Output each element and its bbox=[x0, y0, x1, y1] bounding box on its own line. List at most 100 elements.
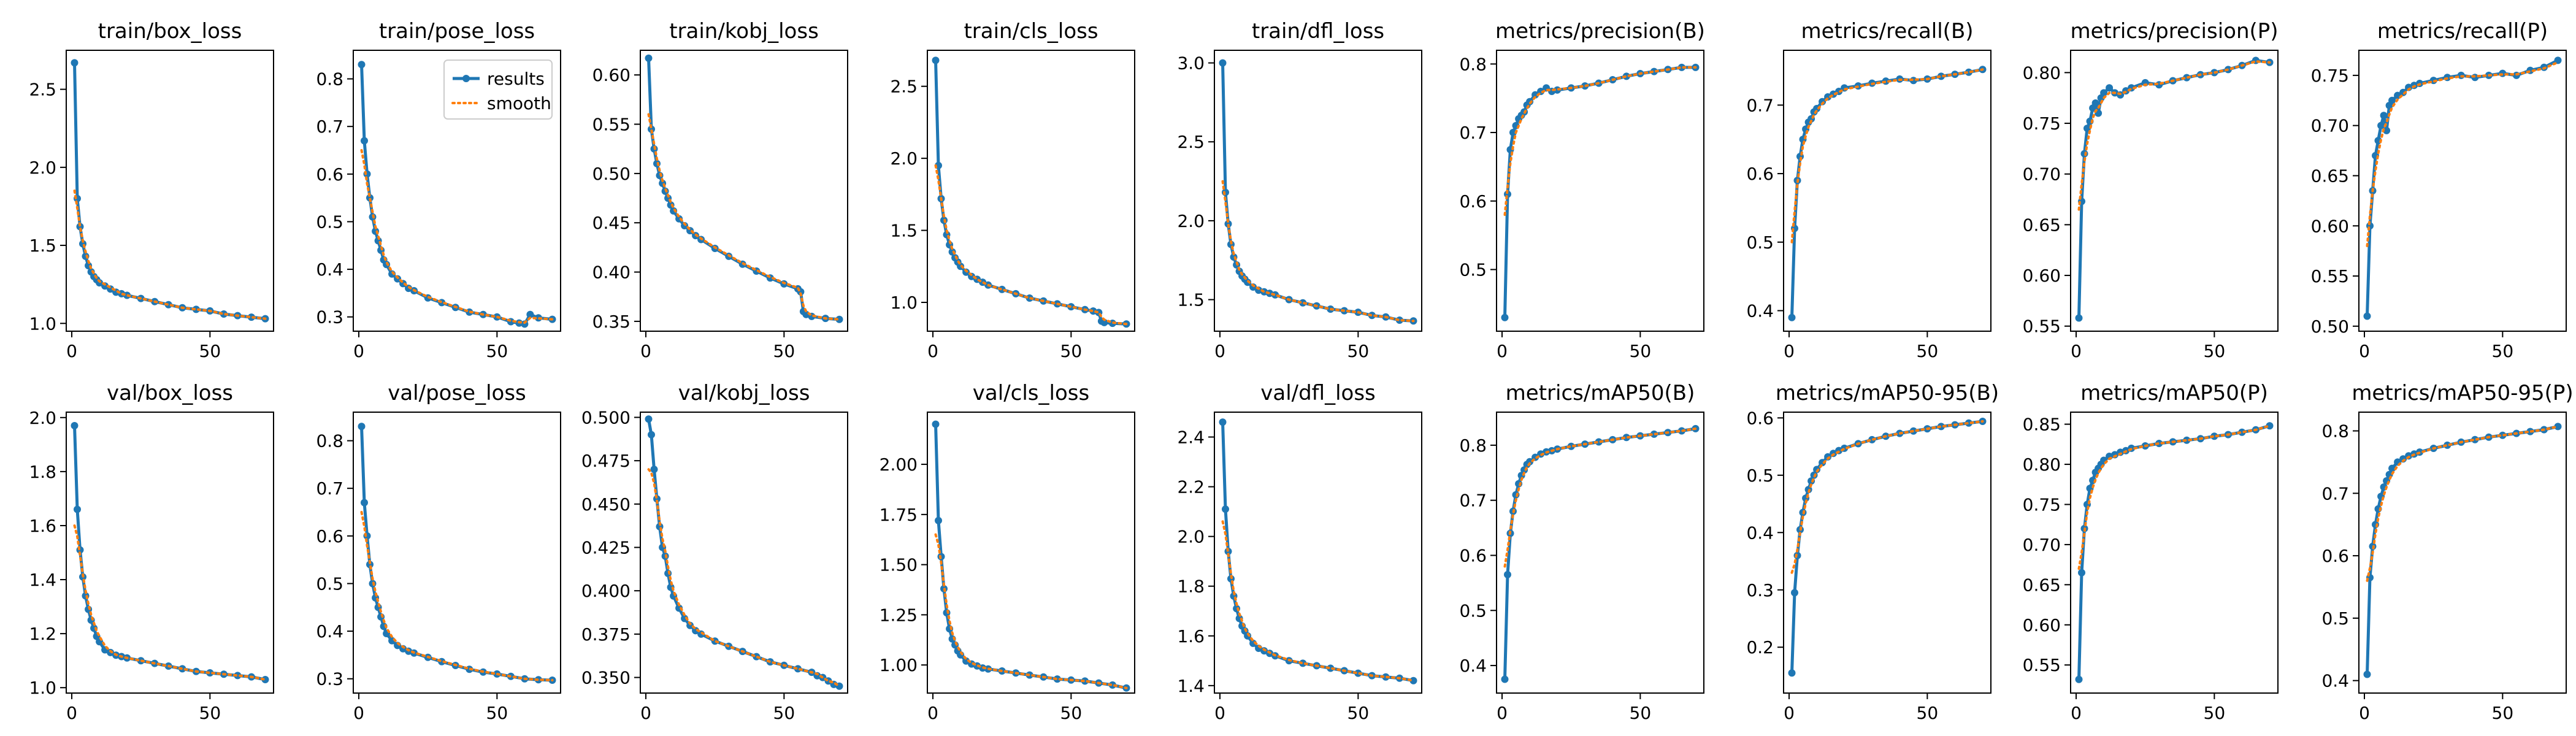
data-point-results bbox=[2083, 125, 2091, 132]
y-tick-label: 0.80 bbox=[2023, 63, 2061, 83]
data-point-results bbox=[1354, 669, 1362, 677]
data-point-results bbox=[1224, 220, 1232, 228]
y-tick-label: 0.8 bbox=[1459, 435, 1487, 456]
legend: results smooth bbox=[443, 59, 553, 120]
x-tick-label: 50 bbox=[1630, 703, 1652, 723]
series-line-results bbox=[2077, 59, 2270, 318]
data-point-results bbox=[648, 431, 655, 439]
x-tick-label: 50 bbox=[1060, 703, 1083, 723]
x-tick-label: 0 bbox=[640, 703, 651, 723]
y-tick-label: 0.475 bbox=[581, 451, 631, 471]
series-line-results bbox=[2077, 424, 2271, 680]
chart-title: train/kobj_loss bbox=[669, 19, 819, 44]
series-line-smooth bbox=[73, 524, 267, 681]
chart-title: val/kobj_loss bbox=[678, 381, 810, 405]
chart-panel-train-cls-loss: train/cls_loss 0 50 1.0 1.5 2.0 2.5 bbox=[890, 19, 1135, 361]
data-point-results bbox=[1222, 188, 1229, 196]
x-tick-label: 50 bbox=[2204, 703, 2226, 723]
series-line-results bbox=[647, 58, 840, 321]
y-tick-label: 2.5 bbox=[890, 77, 918, 97]
x-tick-label: 0 bbox=[353, 341, 364, 361]
y-tick-label: 0.500 bbox=[581, 407, 631, 427]
chart-panel-val-box-loss: val/box_loss 0 50 1.0 1.2 1.4 1.6 1.8 2.0 bbox=[29, 381, 274, 723]
data-point-results bbox=[220, 310, 228, 318]
chart-title: metrics/mAP50(B) bbox=[1506, 381, 1695, 405]
legend-label-smooth: smooth bbox=[487, 93, 551, 113]
y-tick-label: 0.7 bbox=[316, 478, 343, 499]
series-line-smooth bbox=[1221, 180, 1415, 323]
y-tick-label: 0.7 bbox=[1459, 123, 1487, 143]
y-tick-label: 2.2 bbox=[1177, 477, 1205, 497]
y-tick-label: 0.55 bbox=[2311, 266, 2349, 286]
series-line-smooth bbox=[934, 533, 1128, 689]
y-tick-label: 2.5 bbox=[1177, 132, 1205, 152]
data-point-results bbox=[2554, 423, 2562, 431]
chart-panel-val-cls-loss: val/cls_loss 0 50 1.00 1.25 1.50 1.75 2.00 bbox=[880, 381, 1135, 723]
data-point-results bbox=[935, 516, 942, 524]
y-tick-label: 2.4 bbox=[1177, 427, 1205, 448]
data-point-results bbox=[2363, 312, 2371, 320]
data-point-results bbox=[1327, 664, 1335, 672]
plot-frame bbox=[927, 50, 1135, 332]
data-point-results bbox=[361, 499, 368, 507]
y-tick-label: 2.0 bbox=[1177, 527, 1205, 547]
x-tick-label: 0 bbox=[2359, 341, 2370, 361]
data-point-results bbox=[932, 56, 940, 64]
y-tick-label: 0.65 bbox=[2023, 215, 2061, 235]
data-point-results bbox=[1622, 434, 1630, 442]
data-point-results bbox=[358, 61, 366, 69]
data-point-results bbox=[2210, 432, 2218, 440]
y-tick-label: 2.0 bbox=[29, 158, 56, 178]
data-point-results bbox=[1531, 91, 1539, 99]
y-tick-label: 0.55 bbox=[2023, 655, 2061, 675]
y-tick-label: 0.8 bbox=[2321, 421, 2349, 442]
series-line-smooth bbox=[647, 468, 841, 688]
data-point-results bbox=[247, 313, 255, 321]
data-point-results bbox=[261, 676, 269, 683]
y-tick-label: 1.6 bbox=[29, 516, 56, 536]
x-tick-label: 0 bbox=[2071, 341, 2082, 361]
chart-title: train/pose_loss bbox=[379, 19, 535, 44]
data-point-results bbox=[2388, 464, 2396, 472]
y-tick-label: 1.0 bbox=[29, 313, 56, 334]
data-point-results bbox=[526, 310, 534, 318]
plot-frame bbox=[1214, 50, 1422, 332]
y-tick-label: 0.8 bbox=[1459, 54, 1487, 74]
y-tick-label: 0.7 bbox=[1746, 95, 1774, 115]
data-point-results bbox=[71, 59, 79, 67]
data-point-results bbox=[1965, 68, 1972, 76]
plot-frame bbox=[66, 412, 274, 694]
chart-title: metrics/precision(B) bbox=[1495, 19, 1705, 44]
y-tick-label: 0.425 bbox=[581, 538, 631, 558]
data-point-results bbox=[686, 621, 694, 629]
chart-panel-val-kobj-loss: val/kobj_loss 0 50 0.350 0.375 0.400 0.425 0.45… bbox=[581, 381, 848, 723]
y-tick-label: 0.70 bbox=[2023, 164, 2061, 185]
y-tick-label: 2.0 bbox=[890, 148, 918, 169]
series-line-smooth bbox=[647, 113, 841, 321]
series-line-smooth bbox=[1503, 66, 1697, 217]
data-point-results bbox=[1219, 418, 1227, 426]
series-line-results bbox=[934, 424, 1127, 690]
chart-title: metrics/recall(P) bbox=[2377, 19, 2548, 44]
data-point-results bbox=[835, 315, 843, 323]
data-point-results bbox=[650, 466, 658, 473]
y-tick-label: 0.50 bbox=[592, 164, 631, 184]
y-tick-label: 0.6 bbox=[1746, 408, 1774, 428]
legend-label-results: results bbox=[487, 69, 545, 89]
data-point-results bbox=[1788, 669, 1796, 677]
x-tick-label: 50 bbox=[773, 703, 795, 723]
y-tick-label: 0.8 bbox=[316, 69, 343, 90]
chart-panel-metrics-map50-95-p: metrics/mAP50-95(P) 0 50 0.4 0.5 0.6 0.7 0.8 bbox=[2321, 381, 2573, 723]
series-line-results bbox=[73, 425, 266, 681]
x-tick-label: 50 bbox=[773, 341, 795, 361]
y-tick-label: 0.50 bbox=[2311, 316, 2349, 337]
chart-panel-metrics-precision-b: metrics/precision(B) 0 50 0.5 0.6 0.7 0.8 bbox=[1459, 19, 1704, 361]
plot-frame bbox=[66, 50, 274, 332]
data-point-results bbox=[192, 305, 200, 313]
data-point-results bbox=[2100, 89, 2108, 97]
data-point-results bbox=[2444, 441, 2451, 449]
plot-frame bbox=[640, 412, 848, 694]
chart-panel-train-dfl-loss: train/dfl_loss 0 50 1.5 2.0 2.5 3.0 bbox=[1177, 19, 1422, 361]
x-tick-label: 50 bbox=[2204, 341, 2226, 361]
y-tick-label: 0.450 bbox=[581, 494, 631, 515]
